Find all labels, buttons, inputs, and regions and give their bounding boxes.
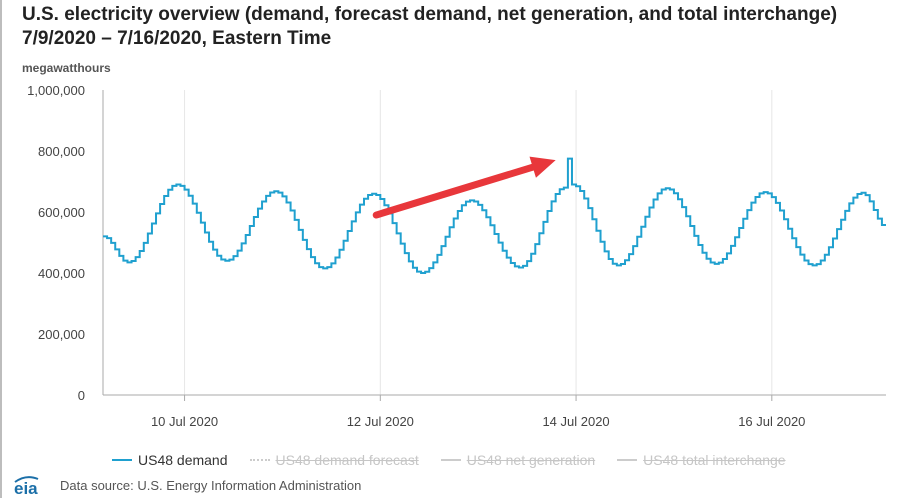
demand-chart: 10 Jul 2020 12 Jul 2020 14 Jul 2020 16 Jul … (27, 83, 886, 429)
y-tick-label: 400,000 (38, 266, 85, 281)
x-tick-label: 10 Jul 2020 (151, 414, 218, 429)
footer: eia Data source: U.S. Energy Information… (12, 473, 361, 497)
y-tick-label: 600,000 (38, 205, 85, 220)
data-source-text: Data source: U.S. Energy Information Adm… (60, 477, 362, 493)
eia-logo-swoosh (14, 476, 39, 483)
legend-item[interactable]: US48 demand forecast (249, 452, 419, 468)
y-tick-label: 200,000 (38, 327, 85, 342)
legend-label: US48 total interchange (643, 452, 786, 468)
eia-logo-text: eia (14, 479, 38, 497)
y-axis-unit-label: megawatthours (22, 61, 111, 75)
chart-title-line1: U.S. electricity overview (demand, forec… (22, 4, 838, 25)
legend-item[interactable]: US48 net generation (440, 452, 596, 468)
chart-legend: US48 demand US48 demand forecast US48 net … (112, 451, 808, 469)
legend-label: US48 demand forecast (275, 452, 419, 468)
y-tick-label: 800,000 (38, 144, 85, 159)
chart-title-line2: 7/9/2020 – 7/16/2020, Eastern Time (22, 28, 332, 49)
x-tick-label: 12 Jul 2020 (347, 414, 414, 429)
x-tick-label: 14 Jul 2020 (542, 414, 609, 429)
legend-item[interactable]: US48 demand (112, 452, 228, 468)
eia-logo: eia (14, 476, 39, 497)
legend-swatch (617, 459, 638, 461)
y-tick-label: 0 (78, 388, 85, 403)
window-edge (0, 0, 2, 498)
legend-label: US48 net generation (466, 452, 596, 468)
annotation-arrow-head (529, 156, 556, 178)
legend-swatch (440, 459, 461, 461)
x-tick-label: 16 Jul 2020 (738, 414, 805, 429)
legend-label: US48 demand (138, 452, 228, 468)
legend-swatch (112, 459, 132, 461)
legend-item[interactable]: US48 total interchange (617, 452, 786, 468)
annotation-arrow-shaft (372, 163, 537, 219)
y-tick-label: 1,000,000 (27, 83, 85, 98)
chart-title: U.S. electricity overview (demand, forec… (22, 3, 902, 51)
series-line-us48-demand (103, 157, 886, 274)
legend-swatch (249, 459, 270, 461)
